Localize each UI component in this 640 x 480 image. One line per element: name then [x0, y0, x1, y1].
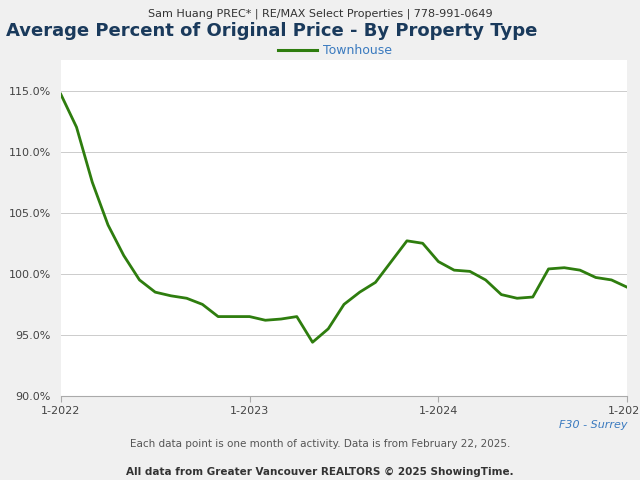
Text: F30 - Surrey: F30 - Surrey: [559, 420, 627, 430]
Text: Sam Huang PREC* | RE/MAX Select Properties | 778-991-0649: Sam Huang PREC* | RE/MAX Select Properti…: [148, 9, 492, 19]
Text: All data from Greater Vancouver REALTORS © 2025 ShowingTime.: All data from Greater Vancouver REALTORS…: [126, 467, 514, 477]
Text: Each data point is one month of activity. Data is from February 22, 2025.: Each data point is one month of activity…: [130, 439, 510, 449]
Text: Townhouse: Townhouse: [323, 44, 392, 57]
Text: Average Percent of Original Price - By Property Type: Average Percent of Original Price - By P…: [6, 22, 538, 40]
